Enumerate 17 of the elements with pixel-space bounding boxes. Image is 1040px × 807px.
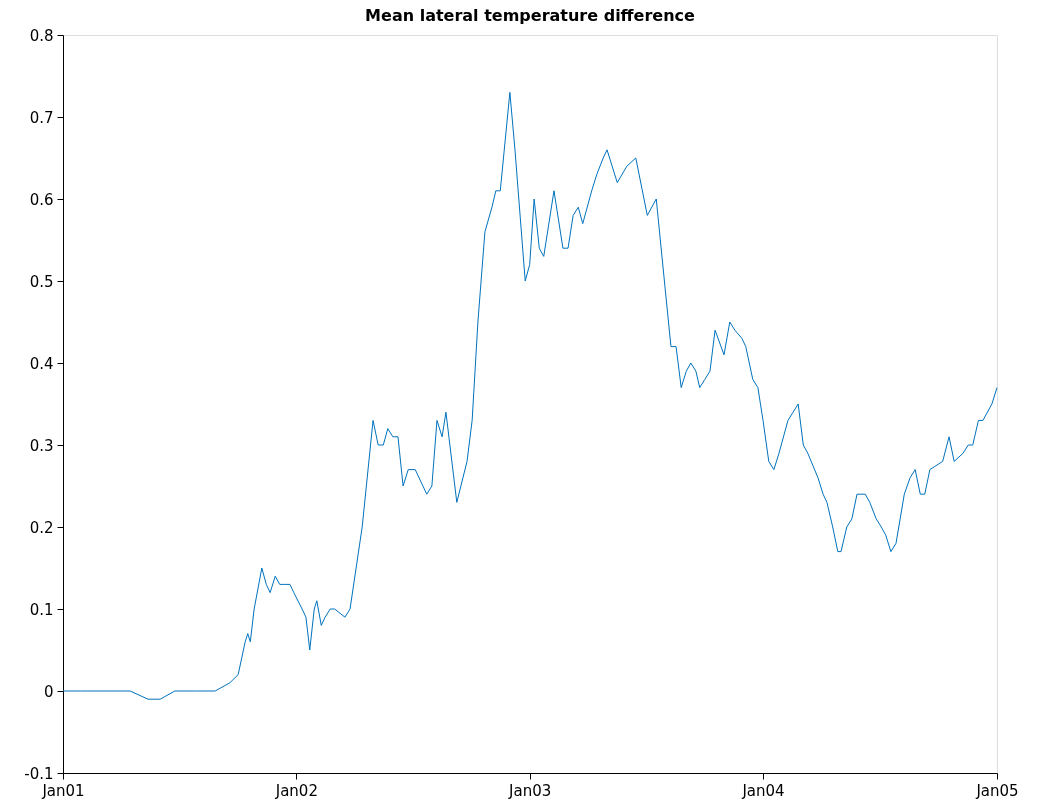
y-tick-label: 0.6: [29, 190, 54, 209]
x-tick-label: Jan01: [41, 781, 85, 800]
x-tick-label: Jan03: [508, 781, 552, 800]
y-tick-label: 0.5: [29, 272, 54, 291]
y-tick-label: 0.7: [29, 108, 54, 127]
x-tick-label: Jan02: [274, 781, 318, 800]
y-tick-label: 0.8: [29, 26, 54, 45]
x-tick-label: Jan05: [975, 781, 1019, 800]
y-tick-label: 0.4: [29, 354, 54, 373]
y-tick-label: 0: [43, 682, 54, 701]
y-tick-label: 0.2: [29, 518, 54, 537]
line-series: [62, 91, 998, 700]
y-tick-label: 0.1: [29, 600, 54, 619]
y-tick-label: -0.1: [24, 764, 54, 783]
chart-title: Mean lateral temperature difference: [365, 6, 696, 25]
x-tick-label: Jan04: [741, 781, 785, 800]
y-tick-label: 0.3: [29, 436, 54, 455]
